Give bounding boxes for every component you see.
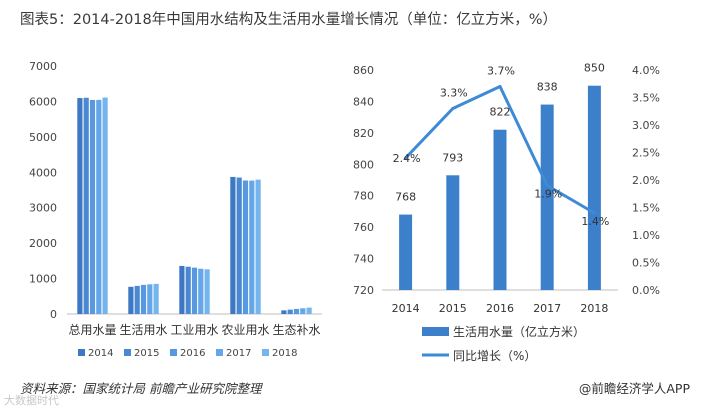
left-bar-2014: [230, 176, 236, 314]
left-y-tick-label: 2000: [29, 237, 57, 250]
growth-line-point: [498, 85, 502, 88]
left-legend-swatch-2017: [216, 349, 223, 356]
left-legend-swatch-2015: [124, 349, 131, 356]
left-y-tick-label: 0: [50, 308, 57, 321]
growth-value-label: 1.4%: [581, 215, 609, 228]
left-bar-2017: [198, 268, 204, 314]
right-y-right-tick-label: 2.0%: [632, 174, 660, 187]
chart-title: 图表5：2014-2018年中国用水结构及生活用水量增长情况（单位：亿立方米，%…: [20, 12, 558, 28]
left-bar-2014: [128, 286, 134, 314]
right-y-left-tick-label: 800: [353, 158, 374, 171]
right-x-tick-label: 2015: [439, 302, 467, 315]
right-y-right-tick-label: 3.5%: [632, 92, 660, 105]
right-y-right-tick-label: 4.0%: [632, 64, 660, 77]
right-y-right-tick-label: 2.5%: [632, 147, 660, 160]
brand-credit: @前瞻经济学人APP: [578, 381, 690, 396]
left-y-tick-label: 3000: [29, 202, 57, 215]
left-bar-2016: [89, 100, 96, 314]
growth-value-label: 3.7%: [487, 65, 515, 78]
left-legend-label: 2016: [180, 348, 205, 359]
left-y-tick-label: 7000: [29, 60, 57, 73]
right-legend-line-label: 同比增长（%）: [453, 349, 536, 363]
left-x-tick-label: 生活用水: [119, 323, 167, 337]
left-legend-label: 2017: [226, 348, 251, 359]
right-y-left-tick-label: 860: [353, 64, 374, 77]
left-bar-2016: [191, 267, 198, 314]
right-y-left-tick-label: 720: [353, 284, 374, 297]
right-bar-2014: [399, 214, 413, 290]
growth-line-point: [592, 211, 596, 215]
left-bar-2015: [236, 177, 242, 314]
right-bar-2015: [446, 175, 460, 290]
right-bar-2017: [540, 104, 554, 290]
right-y-right-tick-label: 0.0%: [632, 284, 660, 297]
right-y-left-tick-label: 760: [353, 221, 374, 234]
right-legend-bar-label: 生活用水量（亿立方米）: [453, 324, 585, 339]
left-y-tick-label: 4000: [29, 166, 57, 179]
right-bar-2016: [493, 129, 507, 290]
right-x-tick-label: 2014: [392, 302, 420, 315]
left-bar-2017: [300, 308, 306, 314]
right-bar-2018: [587, 85, 601, 290]
left-bar-2014: [77, 98, 83, 314]
right-legend-bar-swatch: [422, 327, 449, 336]
growth-line-point: [404, 156, 408, 160]
left-y-tick-label: 5000: [29, 131, 57, 144]
left-bar-2017: [249, 180, 255, 314]
left-legend-swatch-2018: [262, 349, 269, 356]
growth-value-label: 2.4%: [393, 152, 421, 165]
left-legend-swatch-2014: [78, 349, 85, 356]
left-legend-label: 2018: [272, 348, 297, 359]
left-bar-2015: [134, 285, 140, 314]
right-y-right-tick-label: 3.0%: [632, 119, 660, 132]
left-x-tick-label: 农业用水: [221, 323, 269, 337]
right-y-left-tick-label: 820: [353, 127, 374, 140]
left-bar-2016: [242, 180, 249, 314]
right-y-left-tick-label: 780: [353, 190, 374, 203]
right-y-left-tick-label: 840: [353, 95, 374, 108]
left-bar-2017: [147, 284, 153, 314]
right-y-left-tick-label: 740: [353, 253, 374, 266]
left-legend-label: 2014: [88, 348, 113, 359]
left-bar-2018: [204, 269, 210, 314]
growth-line-point: [451, 107, 455, 110]
right-bar-value-label: 822: [490, 106, 511, 119]
growth-value-label: 3.3%: [440, 87, 468, 100]
right-x-tick-label: 2018: [580, 302, 608, 315]
left-bar-2018: [306, 307, 312, 314]
left-bar-2015: [287, 309, 293, 314]
source-note: 资料来源：国家统计局 前瞻产业研究院整理: [20, 381, 262, 396]
left-bar-2014: [281, 310, 287, 314]
left-x-tick-label: 总用水量: [68, 323, 116, 337]
left-bar-2015: [83, 97, 89, 315]
left-bar-2017: [96, 99, 102, 314]
right-y-right-tick-label: 1.0%: [632, 229, 660, 242]
left-bar-2015: [185, 266, 191, 314]
right-x-tick-label: 2016: [486, 302, 514, 315]
right-y-right-tick-label: 1.5%: [632, 202, 660, 215]
right-x-tick-label: 2017: [533, 302, 561, 315]
left-bar-2018: [102, 97, 108, 314]
left-bar-2018: [153, 283, 159, 314]
growth-line-point: [545, 184, 549, 187]
left-y-tick-label: 6000: [29, 95, 57, 108]
corner-watermark: 大数据时代: [4, 394, 59, 407]
right-bar-value-label: 793: [442, 151, 463, 164]
left-x-tick-label: 生态补水: [272, 323, 320, 337]
left-legend-label: 2015: [134, 348, 159, 359]
left-bar-2016: [140, 284, 147, 314]
left-legend-swatch-2016: [170, 349, 177, 356]
left-bar-2016: [293, 308, 300, 314]
right-bar-value-label: 838: [537, 81, 558, 94]
left-y-tick-label: 1000: [29, 273, 57, 286]
left-x-tick-label: 工业用水: [170, 323, 218, 337]
right-y-right-tick-label: 0.5%: [632, 257, 660, 270]
growth-value-label: 1.9%: [534, 188, 562, 201]
right-bar-value-label: 850: [584, 62, 605, 75]
right-bar-value-label: 768: [395, 191, 416, 204]
left-bar-2014: [179, 265, 185, 314]
left-bar-2018: [255, 179, 261, 314]
